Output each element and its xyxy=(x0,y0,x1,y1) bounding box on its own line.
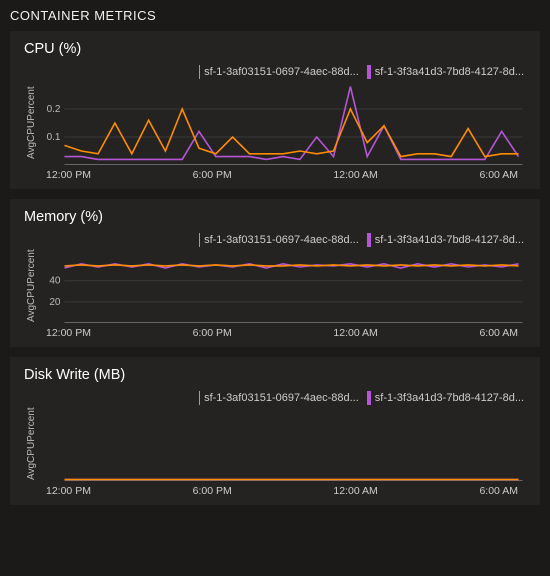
chart-legend: sf-1-3af03151-0697-4aec-88d... sf-1-3f3a4… xyxy=(24,65,526,79)
plot-area[interactable]: 2040 xyxy=(39,249,526,323)
legend-swatch-icon xyxy=(367,65,371,79)
legend-item-series_a[interactable]: sf-1-3af03151-0697-4aec-88d... xyxy=(199,391,359,405)
legend-item-series_b[interactable]: sf-1-3f3a41d3-7bd8-4127-8d... xyxy=(367,233,524,247)
x-tick-label: 12:00 AM xyxy=(333,169,377,181)
legend-label: sf-1-3f3a41d3-7bd8-4127-8d... xyxy=(375,66,524,78)
legend-label: sf-1-3f3a41d3-7bd8-4127-8d... xyxy=(375,392,524,404)
x-axis-ticks: 12:00 PM 6:00 PM 12:00 AM 6:00 AM xyxy=(24,327,526,339)
chart-legend: sf-1-3af03151-0697-4aec-88d... sf-1-3f3a4… xyxy=(24,233,526,247)
svg-text:40: 40 xyxy=(49,276,61,287)
x-axis-ticks: 12:00 PM 6:00 PM 12:00 AM 6:00 AM xyxy=(24,485,526,497)
svg-text:0.1: 0.1 xyxy=(47,132,61,143)
legend-item-series_b[interactable]: sf-1-3f3a41d3-7bd8-4127-8d... xyxy=(367,391,524,405)
chart-title: Disk Write (MB) xyxy=(24,367,526,383)
chart-legend: sf-1-3af03151-0697-4aec-88d... sf-1-3f3a4… xyxy=(24,391,526,405)
y-axis-label: AvgCPUPercent xyxy=(24,407,39,481)
x-tick-label: 6:00 AM xyxy=(479,485,518,497)
charts-host: CPU (%)sf-1-3af03151-0697-4aec-88d...sf-… xyxy=(10,31,540,505)
panel-title: CONTAINER METRICS xyxy=(10,8,540,23)
legend-swatch-icon xyxy=(367,233,371,247)
x-axis-ticks: 12:00 PM 6:00 PM 12:00 AM 6:00 AM xyxy=(24,169,526,181)
legend-label: sf-1-3af03151-0697-4aec-88d... xyxy=(204,392,359,404)
legend-label: sf-1-3f3a41d3-7bd8-4127-8d... xyxy=(375,234,524,246)
legend-swatch-icon xyxy=(199,233,200,247)
x-tick-label: 12:00 PM xyxy=(46,169,91,181)
x-tick-label: 6:00 AM xyxy=(479,169,518,181)
x-tick-label: 6:00 AM xyxy=(479,327,518,339)
legend-label: sf-1-3af03151-0697-4aec-88d... xyxy=(204,66,359,78)
series-line-series_b xyxy=(65,87,519,160)
chart-card-memory: Memory (%) sf-1-3af03151-0697-4aec-88d...… xyxy=(10,199,540,347)
series-line-series_a xyxy=(65,109,519,157)
chart-body: AvgCPUPercent2040 xyxy=(24,249,526,323)
legend-swatch-icon xyxy=(199,65,200,79)
y-axis-label: AvgCPUPercent xyxy=(24,249,39,323)
x-tick-label: 6:00 PM xyxy=(193,485,232,497)
x-tick-label: 6:00 PM xyxy=(193,169,232,181)
x-tick-label: 12:00 AM xyxy=(333,327,377,339)
container-metrics-panel: CONTAINER METRICS CPU (%) sf-1-3af03151-0… xyxy=(0,0,550,523)
chart-card-disk: Disk Write (MB) sf-1-3af03151-0697-4aec-8… xyxy=(10,357,540,505)
x-tick-label: 12:00 PM xyxy=(46,485,91,497)
chart-card-cpu: CPU (%)sf-1-3af03151-0697-4aec-88d...sf-… xyxy=(10,31,540,189)
legend-item-series_a[interactable]: sf-1-3af03151-0697-4aec-88d... xyxy=(199,233,359,247)
x-tick-label: 12:00 AM xyxy=(333,485,377,497)
plot-area[interactable]: 0.1 0.2 xyxy=(39,81,526,165)
legend-item-series_b[interactable]: sf-1-3f3a41d3-7bd8-4127-8d... xyxy=(367,65,524,79)
plot-area[interactable] xyxy=(39,407,526,481)
legend-swatch-icon xyxy=(367,391,371,405)
chart-body: AvgCPUPercent 0.1 0.2 xyxy=(24,81,526,165)
x-tick-label: 12:00 PM xyxy=(46,327,91,339)
series-line-series_a xyxy=(65,265,519,266)
chart-title: Memory (%) xyxy=(24,209,526,225)
x-tick-label: 6:00 PM xyxy=(193,327,232,339)
chart-body: AvgCPUPercent xyxy=(24,407,526,481)
svg-text:20: 20 xyxy=(49,297,61,308)
legend-swatch-icon xyxy=(199,391,200,405)
chart-title: CPU (%) xyxy=(24,41,526,57)
legend-item-series_a[interactable]: sf-1-3af03151-0697-4aec-88d... xyxy=(199,65,359,79)
legend-label: sf-1-3af03151-0697-4aec-88d... xyxy=(204,234,359,246)
svg-text:0.2: 0.2 xyxy=(47,104,61,115)
y-axis-label: AvgCPUPercent xyxy=(24,81,39,165)
